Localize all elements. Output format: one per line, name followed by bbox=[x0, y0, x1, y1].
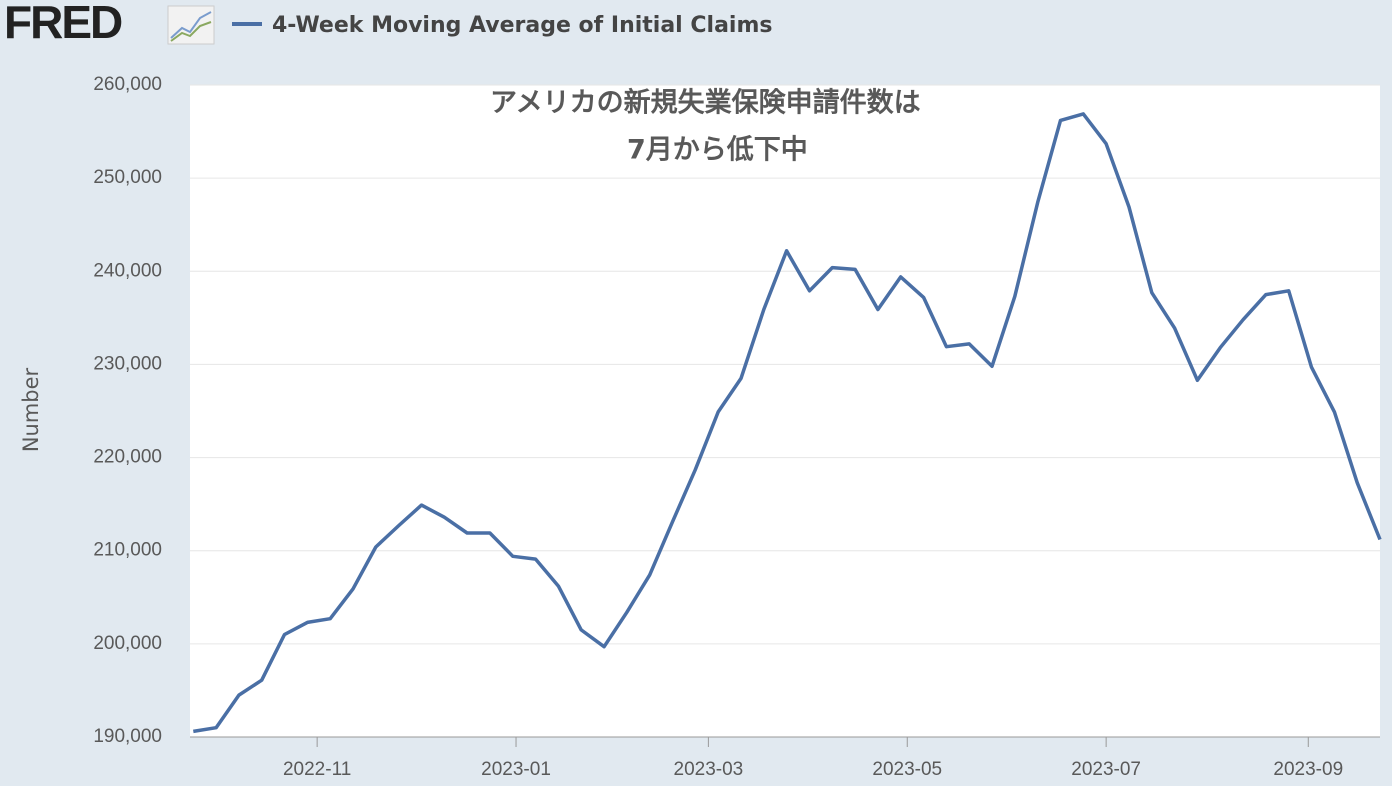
y-tick-label: 230,000 bbox=[93, 353, 162, 374]
y-tick-label: 220,000 bbox=[93, 447, 162, 468]
x-tick-label: 2022-11 bbox=[283, 759, 351, 780]
y-axis-label: Number bbox=[19, 367, 43, 452]
annotation-line-2: 7月から低下中 bbox=[627, 135, 808, 166]
legend-label: 4-Week Moving Average of Initial Claims bbox=[272, 13, 772, 38]
x-tick-label: 2023-07 bbox=[1071, 759, 1141, 780]
y-tick-label: 250,000 bbox=[93, 167, 162, 188]
annotation-line-1: アメリカの新規失業保険申請件数は bbox=[490, 87, 921, 119]
x-tick-label: 2023-05 bbox=[872, 759, 942, 780]
plot-area bbox=[190, 85, 1380, 737]
x-tick-label: 2023-01 bbox=[481, 759, 551, 780]
y-tick-label: 260,000 bbox=[93, 74, 162, 95]
y-tick-label: 210,000 bbox=[93, 540, 162, 561]
data-line bbox=[193, 112, 1382, 734]
y-tick-label: 200,000 bbox=[93, 633, 162, 654]
y-tick-label: 240,000 bbox=[93, 260, 162, 281]
x-tick-label: 2023-03 bbox=[674, 759, 744, 780]
x-tick-label: 2023-09 bbox=[1273, 759, 1343, 780]
logo-icon bbox=[167, 5, 215, 45]
logo: FRED bbox=[4, 0, 122, 48]
y-tick-label: 190,000 bbox=[93, 726, 162, 747]
